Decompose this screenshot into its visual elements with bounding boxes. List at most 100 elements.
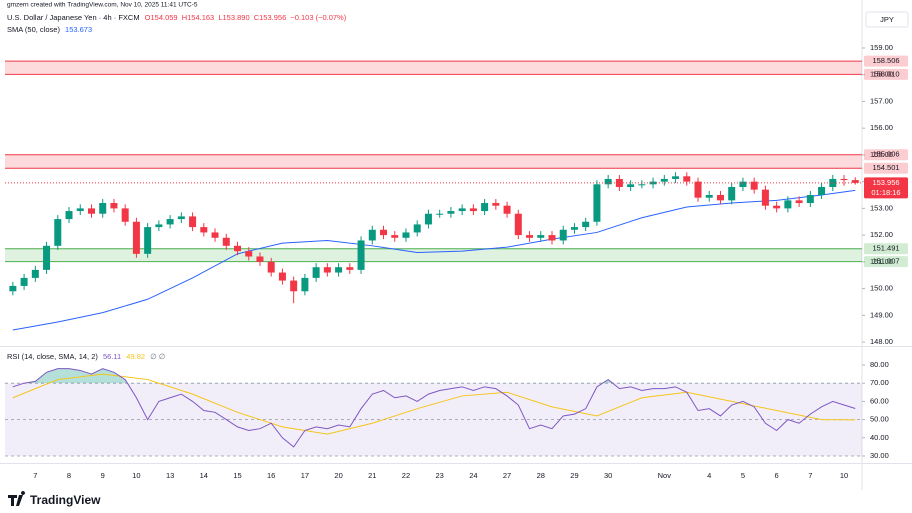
- time-tick-label: 30: [604, 471, 612, 480]
- sma-value: 153.673: [65, 25, 92, 34]
- rsi-tick-label: 30.00: [870, 451, 889, 460]
- candle-body: [514, 213, 522, 236]
- candle-body: [43, 245, 51, 270]
- candle-body: [312, 267, 320, 278]
- legend-low: L153.890: [218, 13, 249, 22]
- candle-body: [65, 211, 73, 220]
- candle-body: [716, 195, 724, 201]
- candle-body: [458, 208, 466, 212]
- candle-body: [761, 189, 769, 206]
- candle-body: [660, 178, 668, 182]
- candle-body: [357, 240, 365, 270]
- candle-body: [492, 203, 500, 206]
- candle-body: [323, 267, 331, 273]
- zone-price-label: 158.506: [872, 56, 899, 65]
- zone-price-box: [864, 55, 908, 67]
- zone-price-box: [864, 162, 908, 174]
- time-tick-label: 14: [200, 471, 208, 480]
- rsi-extra: ∅ ∅: [150, 352, 166, 361]
- price-tick-label: 158.00: [870, 70, 893, 79]
- time-tick-label: 5: [741, 471, 745, 480]
- candle-body: [818, 186, 826, 196]
- candle-body: [256, 256, 264, 262]
- candle-body: [200, 227, 208, 233]
- logo-mark: [8, 491, 26, 506]
- candle-body: [469, 208, 477, 212]
- time-tick-label: 8: [67, 471, 71, 480]
- time-tick-label: 24: [469, 471, 477, 480]
- candle-body: [447, 211, 455, 214]
- candle-body: [840, 178, 848, 181]
- rsi-tick-label: 50.00: [870, 415, 889, 424]
- price-tick-label: 149.00: [870, 310, 893, 319]
- candle-body: [694, 181, 702, 198]
- candle-body: [627, 184, 635, 187]
- candle-body: [346, 267, 354, 270]
- candle-body: [829, 178, 837, 187]
- time-tick-label: 23: [436, 471, 444, 480]
- candle-body: [615, 178, 623, 187]
- candle-body: [503, 205, 511, 214]
- candle-body: [278, 272, 286, 281]
- logo-text: TradingView: [30, 493, 101, 507]
- symbol-legend: U.S. Dollar / Japanese Yen · 4h · FXCM O…: [7, 13, 347, 22]
- rsi-tick-label: 70.00: [870, 378, 889, 387]
- legend-close: C153.956: [254, 13, 287, 22]
- sma-legend: SMA (50, close) 153.673: [7, 25, 92, 34]
- candle-body: [110, 203, 118, 209]
- price-tick-label: 153.00: [870, 203, 893, 212]
- currency-button[interactable]: [865, 11, 909, 28]
- candle-body: [290, 280, 298, 292]
- candle-body: [424, 213, 432, 225]
- candle-body: [728, 186, 736, 201]
- rsi-tick-label: 40.00: [870, 433, 889, 442]
- zone: [5, 154, 862, 169]
- time-tick-label: 10: [132, 471, 140, 480]
- chart-layer: 148.00 149.00 150.00 151.00 152.00 153.00 154.…: [5, 43, 908, 480]
- time-tick-label: 17: [301, 471, 309, 480]
- candle-body: [593, 184, 601, 222]
- rsi-name: RSI (14, close, SMA, 14, 2): [7, 352, 98, 361]
- rsi-tick-label: 80.00: [870, 360, 889, 369]
- candle-body: [548, 235, 556, 241]
- sma-name: SMA (50, close): [7, 25, 60, 34]
- time-tick-label: 20: [334, 471, 342, 480]
- candle-body: [76, 208, 84, 212]
- candle-body: [335, 267, 343, 273]
- zone-price-label: 151.491: [872, 244, 899, 253]
- candle-body: [189, 216, 197, 228]
- candle-body: [537, 235, 545, 238]
- candle-body: [582, 221, 590, 228]
- rsi-line: [12, 368, 856, 448]
- sma-line: [12, 189, 856, 331]
- legend-open: O154.059: [145, 13, 178, 22]
- candle-body: [638, 184, 646, 186]
- price-tick-label: 156.00: [870, 123, 893, 132]
- tradingview-logo: TradingView: [8, 491, 101, 507]
- candle-body: [301, 277, 309, 292]
- candle-body: [526, 235, 534, 238]
- time-tick-label: 10: [840, 471, 848, 480]
- candle-body: [672, 176, 680, 179]
- candle-body: [31, 269, 39, 278]
- currency-label[interactable]: JPY: [880, 15, 894, 24]
- price-tick-label: 150.00: [870, 284, 893, 293]
- candle-body: [155, 224, 163, 228]
- time-tick-label: 7: [33, 471, 37, 480]
- candle-body: [413, 224, 421, 233]
- candle-body: [87, 208, 95, 214]
- candle-body: [806, 195, 814, 204]
- time-tick-label: 13: [166, 471, 174, 480]
- candle-body: [166, 219, 174, 225]
- zone-price-box: [864, 68, 908, 80]
- price-tick-label: 151.00: [870, 257, 893, 266]
- candle-body: [481, 203, 489, 212]
- candle-body: [750, 181, 758, 190]
- candle-body: [570, 227, 578, 230]
- time-tick-label: 28: [537, 471, 545, 480]
- time-tick-label: 7: [808, 471, 812, 480]
- candle-body: [177, 216, 185, 220]
- candle-body: [402, 232, 410, 238]
